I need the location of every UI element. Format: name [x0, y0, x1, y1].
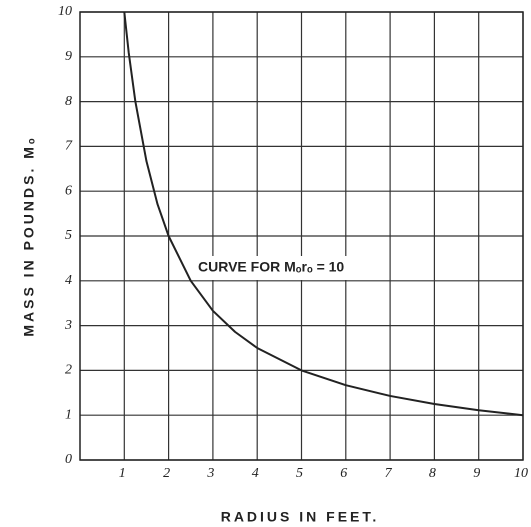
y-tick-label: 10 [58, 4, 72, 19]
y-tick-label: 8 [65, 94, 72, 109]
annotation-bg [194, 256, 349, 280]
y-tick-label: 2 [65, 363, 72, 378]
y-tick-label: 6 [65, 183, 72, 198]
y-tick-label: 5 [65, 228, 72, 243]
x-tick-label: 5 [296, 466, 303, 481]
x-tick-label: 10 [514, 466, 528, 481]
x-tick-label: 6 [340, 466, 347, 481]
y-tick-label: 7 [65, 139, 73, 154]
x-tick-label: 2 [163, 466, 170, 481]
y-tick-label: 9 [65, 49, 72, 64]
data-line [123, 11, 524, 417]
y-tick-label: 4 [65, 273, 72, 288]
x-axis-title: RADIUS IN FEET. [221, 509, 380, 525]
y-tick-label: 1 [65, 407, 72, 422]
x-tick-label: 4 [252, 466, 259, 481]
x-tick-label: 7 [385, 466, 393, 481]
plot-frame [79, 11, 524, 461]
x-tick-label: 1 [119, 466, 126, 481]
y-tick-label: 3 [64, 318, 72, 333]
x-tick-label: 3 [206, 466, 214, 481]
y-tick-label: 0 [65, 452, 72, 467]
y-axis-title: MASS IN POUNDS. Mₒ [21, 135, 37, 336]
annotation: CURVE FOR Mₒrₒ = 10 [198, 259, 344, 275]
x-tick-label: 9 [473, 466, 480, 481]
x-tick-label: 8 [429, 466, 436, 481]
